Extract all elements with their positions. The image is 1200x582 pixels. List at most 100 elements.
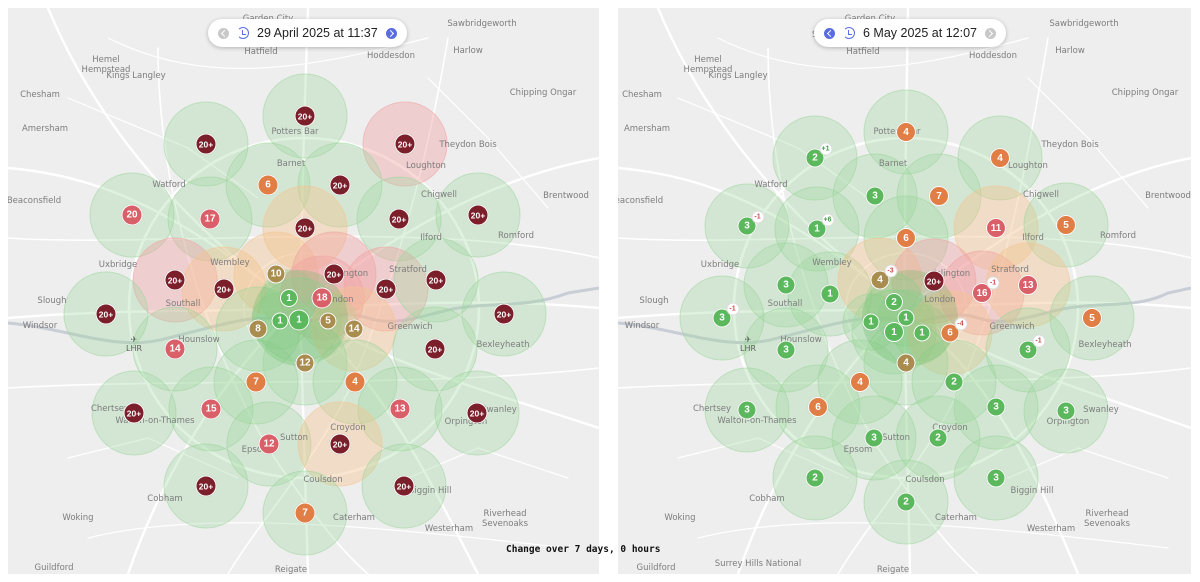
station-marker[interactable]: 6 — [808, 397, 828, 417]
place-label: Westerham — [1026, 524, 1076, 534]
next-time-button[interactable] — [984, 27, 996, 39]
next-time-button[interactable] — [385, 27, 397, 39]
station-marker[interactable]: 4 — [344, 371, 366, 393]
place-label: Stratford — [389, 265, 427, 275]
station-marker[interactable]: 20+ — [388, 208, 410, 230]
station-marker[interactable]: 11 — [986, 218, 1006, 238]
previous-time-button[interactable] — [824, 27, 835, 39]
map-panel-after[interactable]: HarlowSawbridgeworthHoddesdonHatfieldSt … — [618, 8, 1191, 574]
station-marker[interactable]: 1 — [820, 284, 840, 304]
station-marker[interactable]: 3 — [1018, 340, 1038, 360]
station-marker[interactable]: 20+ — [213, 278, 235, 300]
station-marker[interactable]: 5 — [1056, 215, 1076, 235]
station-marker[interactable]: 2 — [805, 148, 825, 168]
station-marker[interactable]: 20+ — [329, 433, 351, 455]
station-marker[interactable]: 20+ — [123, 402, 145, 424]
place-label: Barnet — [878, 159, 908, 169]
place-label: Greenwich — [989, 322, 1035, 332]
station-marker[interactable]: 2 — [896, 492, 916, 512]
station-marker[interactable]: 5 — [1082, 308, 1102, 328]
station-marker[interactable]: 7 — [294, 502, 316, 524]
station-marker[interactable]: 3 — [986, 397, 1006, 417]
station-marker[interactable]: 20+ — [923, 270, 945, 292]
station-marker[interactable]: 3 — [737, 216, 757, 236]
station-marker[interactable]: 16 — [972, 283, 992, 303]
station-marker[interactable]: 1 — [884, 322, 904, 342]
place-label: Watford — [152, 180, 186, 190]
station-marker[interactable]: 4 — [850, 372, 870, 392]
station-marker[interactable]: 8 — [248, 319, 268, 339]
station-marker[interactable]: 1 — [897, 309, 915, 327]
station-marker[interactable]: 20+ — [467, 204, 489, 226]
station-marker[interactable]: 20 — [121, 204, 143, 226]
station-marker[interactable]: 10 — [266, 264, 286, 284]
station-marker[interactable]: 12 — [258, 433, 280, 455]
station-marker[interactable]: 4 — [870, 270, 890, 290]
station-marker[interactable]: 18 — [311, 287, 333, 309]
station-marker[interactable]: 3 — [776, 340, 796, 360]
station-marker[interactable]: 3 — [1056, 401, 1076, 421]
station-marker[interactable]: 17 — [199, 208, 221, 230]
station-marker[interactable]: 1 — [807, 219, 827, 239]
station-marker[interactable]: 13 — [1018, 275, 1038, 295]
station-marker[interactable]: 2 — [928, 428, 948, 448]
station-marker[interactable]: 14 — [344, 319, 364, 339]
station-marker[interactable]: 20+ — [424, 338, 446, 360]
map-panel-before[interactable]: HarlowSawbridgeworthHoddesdonHatfieldSt … — [8, 8, 599, 574]
station-marker[interactable]: 2 — [944, 372, 964, 392]
station-marker[interactable]: 1 — [280, 289, 298, 307]
station-marker[interactable]: 20+ — [95, 303, 117, 325]
station-marker[interactable]: 20+ — [164, 269, 186, 291]
station-marker[interactable]: 20+ — [195, 475, 217, 497]
station-marker[interactable]: 20+ — [493, 303, 515, 325]
station-marker[interactable]: 2 — [885, 293, 903, 311]
station-marker[interactable]: 15 — [200, 398, 222, 420]
station-marker[interactable]: 20+ — [329, 174, 351, 196]
station-marker[interactable]: 20+ — [195, 133, 217, 155]
place-label: Uxbridge — [700, 260, 740, 270]
place-label: Cobham — [147, 494, 183, 504]
station-marker[interactable]: 12 — [295, 353, 315, 373]
place-label: Caterham — [935, 513, 977, 523]
place-label: Surrey Hills National — [714, 559, 802, 569]
station-marker[interactable]: 20+ — [375, 278, 397, 300]
station-marker[interactable]: 20+ — [294, 217, 316, 239]
station-marker[interactable]: 14 — [164, 338, 186, 360]
river-thames — [618, 286, 1191, 345]
station-marker[interactable]: 4 — [896, 353, 916, 373]
station-marker[interactable]: 20+ — [394, 133, 416, 155]
station-marker[interactable]: 3 — [776, 275, 796, 295]
station-marker[interactable]: 20+ — [294, 105, 316, 127]
station-marker[interactable]: 5 — [319, 312, 337, 330]
place-label: Kings Langley — [106, 71, 166, 81]
station-marker[interactable]: 4 — [896, 122, 916, 142]
station-marker[interactable]: 3 — [712, 308, 732, 328]
station-marker[interactable]: 1 — [288, 309, 310, 331]
station-marker[interactable]: 3 — [737, 400, 757, 420]
station-marker[interactable]: 6 — [257, 174, 279, 196]
station-marker[interactable]: 6 — [940, 323, 960, 343]
station-marker[interactable]: 1 — [271, 312, 289, 330]
previous-time-button[interactable] — [218, 27, 229, 39]
station-marker[interactable]: 6 — [896, 228, 916, 248]
station-marker[interactable]: 20+ — [323, 263, 345, 285]
station-marker[interactable]: 4 — [990, 148, 1010, 168]
station-marker[interactable]: 3 — [864, 428, 884, 448]
station-marker[interactable]: 7 — [245, 371, 267, 393]
station-marker[interactable]: 20+ — [393, 475, 415, 497]
place-label: Sevenoaks — [1083, 519, 1131, 529]
station-marker[interactable]: 3 — [986, 468, 1006, 488]
change-badge: -4 — [954, 317, 967, 330]
station-marker[interactable]: 2 — [805, 468, 825, 488]
station-marker[interactable]: 3 — [865, 186, 885, 206]
station-marker[interactable]: 1 — [913, 324, 931, 342]
station-marker[interactable]: 20+ — [466, 402, 488, 424]
station-marker[interactable]: 7 — [929, 186, 949, 206]
history-icon[interactable] — [843, 27, 855, 39]
station-marker[interactable]: 13 — [389, 398, 411, 420]
history-icon[interactable] — [237, 27, 249, 39]
place-label: Hounslow — [780, 335, 822, 345]
station-marker[interactable]: 1 — [862, 313, 880, 331]
place-label: Sevenoaks — [481, 519, 529, 529]
station-marker[interactable]: 20+ — [425, 269, 447, 291]
